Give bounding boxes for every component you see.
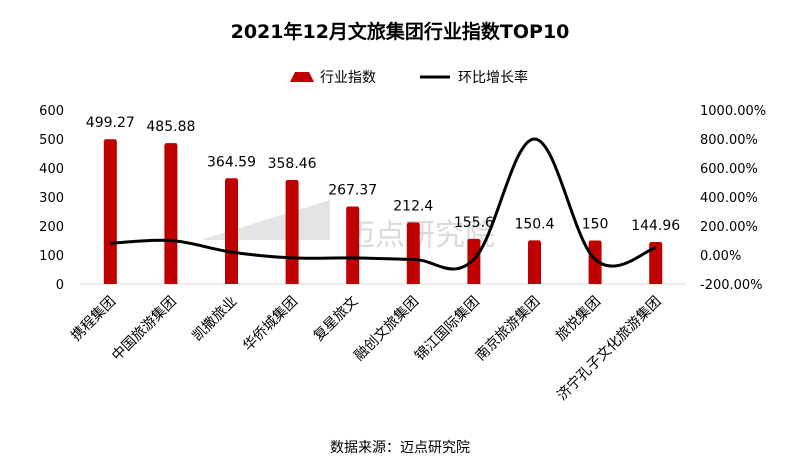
bar-value-label: 364.59 <box>207 154 256 170</box>
y-left-tick-label: 200 <box>39 220 64 235</box>
category-label: 旅悦集团 <box>552 293 604 345</box>
source-note: 数据来源：迈点研究院 <box>330 440 470 456</box>
bar <box>649 241 663 284</box>
y-right-tick-label: 200.00% <box>700 220 758 235</box>
legend-item-bar: 行业指数 <box>290 70 376 86</box>
category-label: 复星旅文 <box>310 293 362 345</box>
category-label: 华侨城集团 <box>239 293 301 355</box>
y-right-tick-label: 800.00% <box>700 133 758 148</box>
y-right-tick-label: 1000.00% <box>700 104 766 119</box>
bar <box>528 240 541 284</box>
legend: 行业指数 环比增长率 <box>290 69 528 86</box>
bar-value-label: 358.46 <box>268 156 317 172</box>
watermark-logo <box>200 200 330 240</box>
bar-value-label: 144.96 <box>631 218 680 234</box>
y-left-tick-label: 500 <box>39 133 64 148</box>
category-label: 凯撒旅业 <box>189 294 240 345</box>
legend-line-label: 环比增长率 <box>458 69 528 86</box>
bar-value-label: 150.4 <box>514 216 554 232</box>
bar <box>164 143 178 284</box>
y-right-tick-label: 400.00% <box>700 191 758 206</box>
chart-title: 2021年12月文旅集团行业指数TOP10 <box>231 20 570 43</box>
category-label: 济宁孔子文化旅游集团 <box>554 293 665 404</box>
category-label: 中国旅游集团 <box>108 293 179 364</box>
y-right-tick-label: 600.00% <box>700 162 758 177</box>
bar <box>588 240 602 284</box>
bar <box>346 206 360 284</box>
bar <box>285 180 299 284</box>
bar-value-label: 212.4 <box>393 198 433 214</box>
legend-bar-label: 行业指数 <box>320 70 376 86</box>
bar-value-label: 155.6 <box>454 215 494 231</box>
bar <box>467 238 481 284</box>
bar <box>406 222 420 284</box>
legend-item-line: 环比增长率 <box>420 69 528 86</box>
bar-value-label: 499.27 <box>86 115 135 131</box>
bar-value-label: 485.88 <box>146 119 195 135</box>
y-right-tick-label: 0.00% <box>700 249 741 264</box>
y-left-tick-label: 100 <box>39 249 64 264</box>
bar <box>103 139 117 284</box>
y-left-tick-label: 400 <box>39 162 64 177</box>
y-left-tick-label: 600 <box>39 104 64 119</box>
bar <box>225 178 238 284</box>
bar-value-label: 267.37 <box>328 182 377 198</box>
y-left-tick-label: 0 <box>56 278 64 293</box>
y-right-tick-label: -200.00% <box>700 278 763 293</box>
bar-value-label: 150 <box>582 217 609 233</box>
category-label: 南京旅游集团 <box>472 293 543 364</box>
growth-rate-line <box>110 137 657 271</box>
y-left-tick-label: 300 <box>39 191 64 206</box>
legend-bar-swatch <box>290 72 314 82</box>
category-label: 携程集团 <box>68 293 120 345</box>
